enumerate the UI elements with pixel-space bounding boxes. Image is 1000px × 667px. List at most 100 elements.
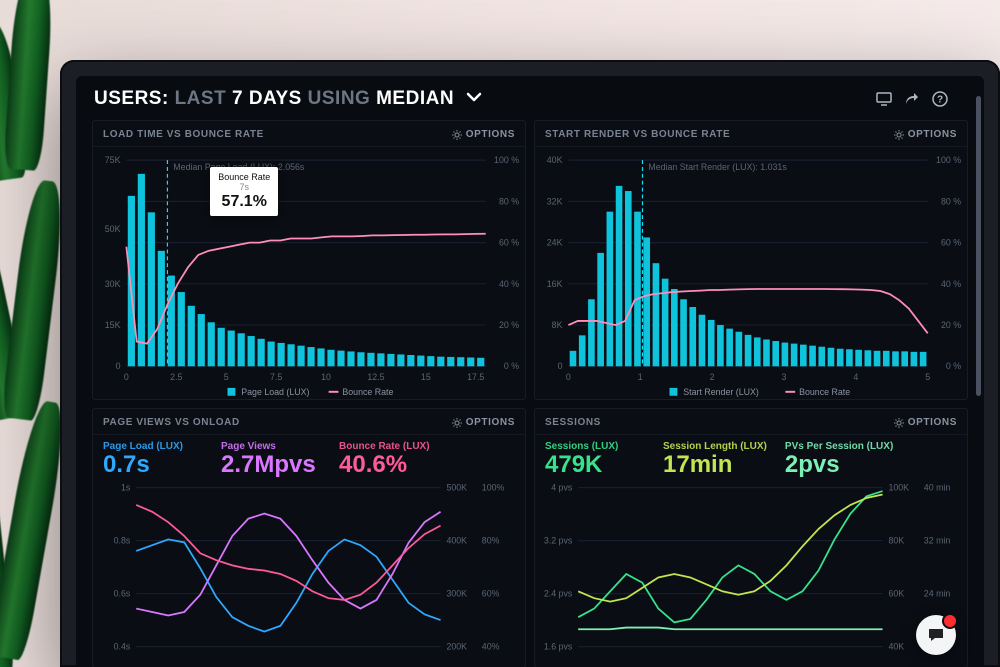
kpi: PVs Per Session (LUX)2pvs [785, 441, 893, 478]
panel-title: START RENDER VS BOUNCE RATE [545, 129, 730, 140]
svg-text:100K: 100K [888, 483, 909, 493]
svg-text:40 %: 40 % [499, 279, 519, 289]
svg-text:100 %: 100 % [494, 155, 519, 165]
panel-options-button[interactable]: OPTIONS [452, 417, 515, 428]
kpi: Session Length (LUX)17min [663, 441, 767, 478]
kpi-label: PVs Per Session (LUX) [785, 441, 893, 452]
svg-text:8K: 8K [552, 320, 563, 330]
svg-text:100%: 100% [482, 483, 505, 493]
kpi-value: 0.7s [103, 452, 203, 478]
chart-area: 1s500K100%0.8s400K80%0.6s300K60%0.4s200K… [93, 481, 525, 667]
kpi-label: Page Load (LUX) [103, 441, 203, 452]
panel-start-render-vs-bounce: START RENDER VS BOUNCE RATE OPTIONS 0 %2… [534, 120, 968, 400]
panel-title: LOAD TIME VS BOUNCE RATE [103, 129, 264, 140]
svg-text:24K: 24K [547, 238, 563, 248]
kpi-label: Page Views [221, 441, 321, 452]
svg-text:32K: 32K [547, 196, 563, 206]
kpi: Sessions (LUX)479K [545, 441, 645, 478]
panel-options-button[interactable]: OPTIONS [452, 129, 515, 140]
chart-area: 0 %20 %40 %60 %80 %100 %015K30K50K75KMed… [93, 149, 525, 399]
kpi-value: 2pvs [785, 452, 893, 478]
svg-text:3: 3 [782, 372, 787, 382]
panel-grid: LOAD TIME VS BOUNCE RATE OPTIONS 0 %20 %… [76, 120, 984, 667]
svg-text:100 %: 100 % [936, 155, 961, 165]
svg-text:75K: 75K [105, 155, 121, 165]
svg-text:Median Start Render (LUX): 1.0: Median Start Render (LUX): 1.031s [648, 162, 787, 172]
svg-text:15: 15 [421, 372, 431, 382]
panel-sessions: SESSIONS OPTIONS Sessions (LUX)479KSessi… [534, 408, 968, 667]
panel-load-time-vs-bounce: LOAD TIME VS BOUNCE RATE OPTIONS 0 %20 %… [92, 120, 526, 400]
gear-icon [894, 130, 904, 140]
tooltip-value: 57.1% [218, 193, 270, 211]
svg-text:0 %: 0 % [504, 361, 519, 371]
kpi-label: Sessions (LUX) [545, 441, 645, 452]
gear-icon [894, 418, 904, 428]
svg-text:?: ? [937, 95, 943, 106]
chat-widget[interactable] [916, 615, 956, 655]
title-range-dim: LAST [175, 88, 227, 109]
svg-text:4: 4 [853, 372, 858, 382]
svg-text:60%: 60% [482, 589, 500, 599]
kpi: Bounce Rate (LUX)40.6% [339, 441, 439, 478]
notification-badge [942, 613, 958, 629]
scene-root: USERS: LAST 7 DAYS USING MEDIAN [0, 0, 1000, 667]
chat-icon [926, 625, 946, 645]
scrollbar[interactable] [976, 96, 981, 396]
title-agg-strong: MEDIAN [376, 88, 454, 109]
svg-text:80%: 80% [482, 536, 500, 546]
svg-text:4 pvs: 4 pvs [551, 483, 573, 493]
top-bar: USERS: LAST 7 DAYS USING MEDIAN [76, 76, 984, 120]
svg-text:400K: 400K [446, 536, 467, 546]
svg-text:2.5: 2.5 [170, 372, 182, 382]
svg-text:10: 10 [321, 372, 331, 382]
svg-text:40 min: 40 min [924, 483, 951, 493]
page-title[interactable]: USERS: LAST 7 DAYS USING MEDIAN [94, 88, 482, 110]
svg-text:1s: 1s [121, 483, 131, 493]
svg-text:24 min: 24 min [924, 589, 951, 599]
kpi-value: 40.6% [339, 452, 439, 478]
kpi-row: Sessions (LUX)479K Session Length (LUX)17… [535, 435, 967, 480]
panel-title: SESSIONS [545, 417, 601, 428]
svg-text:Bounce Rate: Bounce Rate [799, 387, 850, 397]
svg-text:80 %: 80 % [941, 196, 961, 206]
svg-text:500K: 500K [446, 483, 467, 493]
chart-area: 4 pvs100K40 min3.2 pvs80K32 min2.4 pvs60… [535, 481, 967, 667]
svg-text:5: 5 [224, 372, 229, 382]
svg-text:0: 0 [558, 361, 563, 371]
svg-text:0.4s: 0.4s [114, 642, 131, 652]
svg-text:0.6s: 0.6s [114, 589, 131, 599]
svg-text:Start Render (LUX): Start Render (LUX) [683, 387, 759, 397]
svg-text:40K: 40K [547, 155, 563, 165]
svg-text:17.5: 17.5 [467, 372, 484, 382]
kpi-value: 479K [545, 452, 645, 478]
kpi: Page Load (LUX)0.7s [103, 441, 203, 478]
panel-options-button[interactable]: OPTIONS [894, 417, 957, 428]
dashboard-screen: USERS: LAST 7 DAYS USING MEDIAN [76, 76, 984, 667]
gear-icon [452, 130, 462, 140]
panel-options-button[interactable]: OPTIONS [894, 129, 957, 140]
svg-text:0: 0 [566, 372, 571, 382]
svg-text:60K: 60K [888, 589, 904, 599]
svg-text:3.2 pvs: 3.2 pvs [544, 536, 573, 546]
svg-text:5: 5 [925, 372, 930, 382]
chart-area: 0 %20 %40 %60 %80 %100 %08K16K24K32K40KM… [535, 149, 967, 399]
panel-page-views-vs-onload: PAGE VIEWS VS ONLOAD OPTIONS Page Load (… [92, 408, 526, 667]
svg-text:80 %: 80 % [499, 196, 519, 206]
svg-text:12.5: 12.5 [367, 372, 384, 382]
title-agg-dim: USING [308, 88, 371, 109]
help-icon[interactable]: ? [932, 91, 948, 107]
share-icon[interactable] [904, 91, 920, 107]
svg-text:1: 1 [638, 372, 643, 382]
svg-text:40K: 40K [888, 642, 904, 652]
kpi: Page Views2.7Mpvs [221, 441, 321, 478]
gear-icon [452, 418, 462, 428]
monitor-icon[interactable] [876, 91, 892, 107]
chart-tooltip: Bounce Rate 7s 57.1% [210, 167, 278, 216]
top-icons: ? [876, 91, 948, 107]
tooltip-sub: 7s [218, 183, 270, 193]
svg-text:Bounce Rate: Bounce Rate [342, 387, 393, 397]
chevron-down-icon[interactable] [466, 87, 482, 109]
title-range-strong: 7 DAYS [232, 88, 302, 109]
svg-text:1.6 pvs: 1.6 pvs [544, 642, 573, 652]
svg-text:0: 0 [116, 361, 121, 371]
